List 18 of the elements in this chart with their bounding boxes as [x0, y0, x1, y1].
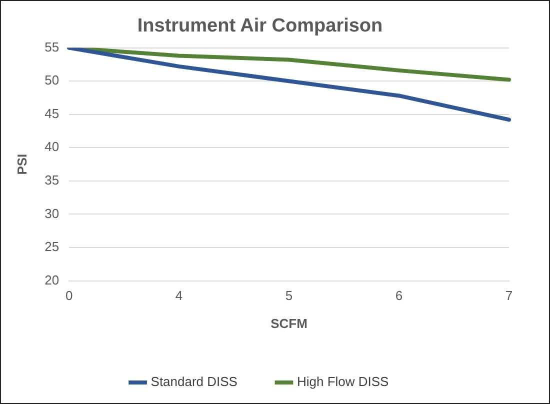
legend-label: Standard DISS: [150, 374, 238, 390]
y-tick-label: 40: [44, 139, 60, 154]
y-axis-title: PSI: [14, 154, 30, 175]
chart-title: Instrument Air Comparison: [137, 16, 383, 37]
y-tick-label: 45: [44, 106, 60, 121]
x-tick-label: 4: [175, 288, 183, 304]
y-tick-label: 20: [44, 272, 60, 288]
x-axis-title: SCFM: [270, 316, 308, 331]
y-tick-label: 55: [44, 39, 60, 54]
x-tick-label: 7: [505, 288, 513, 304]
x-tick-label: 5: [285, 288, 293, 304]
y-tick-label: 35: [44, 172, 60, 188]
x-tick-label: 0: [65, 288, 73, 304]
y-tick-label: 30: [44, 206, 60, 221]
y-tick-label: 25: [44, 239, 60, 254]
legend-label: High Flow DISS: [296, 374, 390, 390]
y-tick-label: 50: [44, 72, 60, 88]
x-tick-label: 6: [395, 288, 403, 304]
